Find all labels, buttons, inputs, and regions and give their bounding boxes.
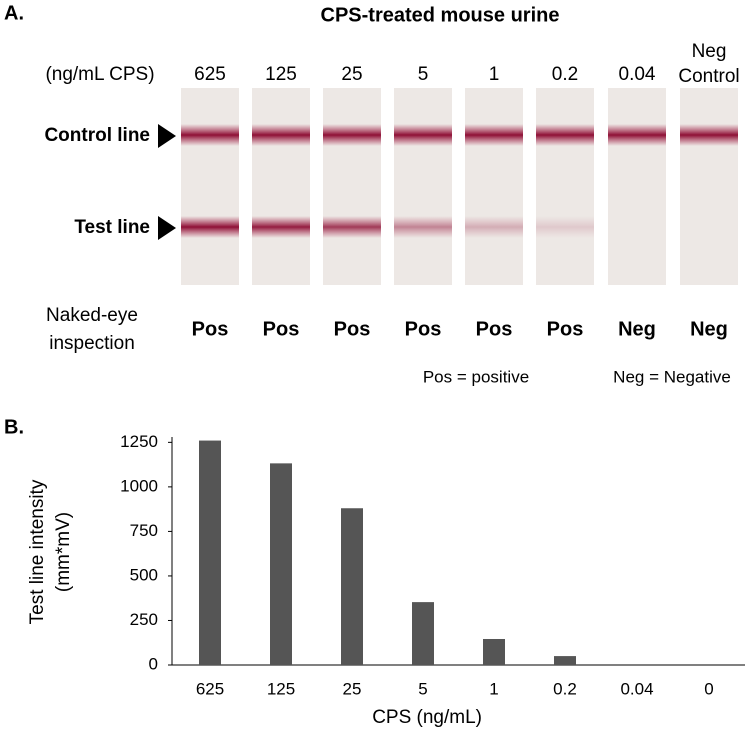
x-tick-label: 0 bbox=[704, 679, 713, 698]
y-tick-label: 0 bbox=[149, 654, 158, 673]
strip-label: Control bbox=[678, 66, 739, 87]
test-line-label: Test line bbox=[74, 217, 150, 238]
bar bbox=[412, 602, 434, 665]
x-tick-label: 5 bbox=[418, 679, 427, 698]
x-tick-label: 0.04 bbox=[620, 679, 653, 698]
x-tick-label: 125 bbox=[267, 679, 295, 698]
strip-label: 5 bbox=[418, 64, 429, 85]
strip bbox=[680, 88, 738, 285]
strip bbox=[181, 88, 239, 285]
y-tick-label: 500 bbox=[130, 565, 158, 584]
bar bbox=[554, 656, 576, 665]
control-line-label: Control line bbox=[44, 125, 150, 146]
x-axis-label: CPS (ng/mL) bbox=[372, 707, 482, 728]
x-tick-label: 625 bbox=[196, 679, 224, 698]
strip-label: 1 bbox=[489, 64, 500, 85]
test-line bbox=[181, 216, 239, 238]
strip bbox=[252, 88, 310, 285]
arrow bbox=[158, 124, 176, 148]
panel-label: B. bbox=[4, 416, 24, 438]
result: Pos bbox=[405, 318, 442, 340]
concentration-header: (ng/mL CPS) bbox=[45, 64, 154, 85]
bar bbox=[341, 508, 363, 665]
result: Pos bbox=[192, 318, 229, 340]
strip-label: 625 bbox=[194, 64, 226, 85]
strip-label: 25 bbox=[341, 64, 362, 85]
y-axis-label: (mm*mV) bbox=[53, 512, 74, 592]
test-line bbox=[323, 216, 381, 238]
bar bbox=[483, 638, 505, 665]
legend-text: Neg = Negative bbox=[613, 367, 731, 386]
result: Neg bbox=[690, 318, 728, 340]
strip-label: 0.2 bbox=[552, 64, 578, 85]
control-line bbox=[680, 124, 738, 146]
strip bbox=[323, 88, 381, 285]
y-tick-label: 1250 bbox=[120, 432, 158, 451]
panel-title: CPS-treated mouse urine bbox=[321, 4, 560, 26]
test-line bbox=[252, 216, 310, 238]
strip-label: 125 bbox=[265, 64, 297, 85]
strip bbox=[536, 88, 594, 285]
test-line bbox=[465, 216, 523, 238]
legend-text: Pos = positive bbox=[423, 367, 529, 386]
strip bbox=[394, 88, 452, 285]
x-tick-label: 1 bbox=[489, 679, 498, 698]
y-tick-label: 750 bbox=[130, 521, 158, 540]
control-line bbox=[181, 124, 239, 146]
strip-label: Neg bbox=[692, 41, 727, 62]
bar bbox=[270, 463, 292, 665]
inspection-label: Naked-eye bbox=[46, 305, 138, 326]
y-tick-label: 250 bbox=[130, 610, 158, 629]
test-line bbox=[394, 216, 452, 238]
control-line bbox=[252, 124, 310, 146]
panel-label: A. bbox=[4, 2, 24, 24]
x-tick-label: 25 bbox=[343, 679, 362, 698]
inspection-label: inspection bbox=[49, 333, 135, 354]
y-tick-label: 1000 bbox=[120, 476, 158, 495]
control-line bbox=[394, 124, 452, 146]
test-line bbox=[536, 216, 594, 238]
control-line bbox=[465, 124, 523, 146]
strip bbox=[608, 88, 666, 285]
y-axis-label: Test line intensity bbox=[27, 479, 48, 624]
control-line bbox=[536, 124, 594, 146]
x-tick-label: 0.2 bbox=[553, 679, 577, 698]
arrow bbox=[158, 216, 176, 240]
result: Pos bbox=[547, 318, 584, 340]
bar bbox=[199, 440, 221, 665]
control-line bbox=[608, 124, 666, 146]
strip bbox=[465, 88, 523, 285]
control-line bbox=[323, 124, 381, 146]
result: Pos bbox=[263, 318, 300, 340]
result: Pos bbox=[476, 318, 513, 340]
strip-label: 0.04 bbox=[619, 64, 656, 85]
result: Pos bbox=[334, 318, 371, 340]
result: Neg bbox=[618, 318, 656, 340]
